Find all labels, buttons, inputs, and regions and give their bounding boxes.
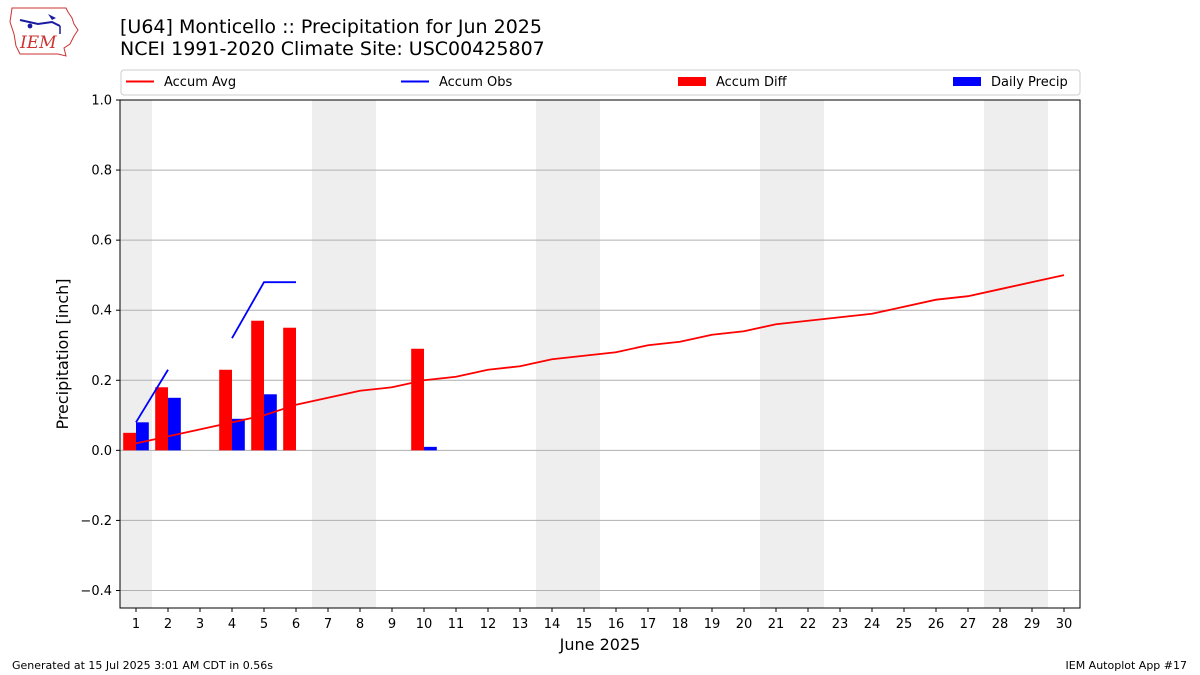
y-tick-label: −0.4 xyxy=(80,584,112,599)
y-tick-label: 0.6 xyxy=(91,234,112,249)
title-line-1: [U64] Monticello :: Precipitation for Ju… xyxy=(120,16,542,38)
title-line-2: NCEI 1991-2020 Climate Site: USC00425807 xyxy=(120,38,545,60)
legend-box xyxy=(120,69,1081,96)
x-tick-label: 29 xyxy=(1024,617,1041,632)
daily-precip-bar xyxy=(424,446,437,451)
accum-diff-bar xyxy=(219,369,232,451)
x-tick-label: 7 xyxy=(324,617,332,632)
y-tick-label: 0.4 xyxy=(91,304,112,319)
logo-text: IEM xyxy=(19,33,57,53)
x-tick-label: 5 xyxy=(260,617,268,632)
accum-diff-bar xyxy=(251,320,264,451)
x-tick-label: 28 xyxy=(992,617,1009,632)
y-tick-label: 0.2 xyxy=(91,374,112,389)
legend-label-daily-precip: Daily Precip xyxy=(991,75,1068,90)
plot-frame xyxy=(119,99,1081,609)
x-tick-label: 2 xyxy=(164,617,172,632)
legend: Accum Avg Accum Obs Accum Diff Daily Precip xyxy=(120,69,1081,96)
x-tick-label: 23 xyxy=(832,617,849,632)
x-tick-label: 16 xyxy=(608,617,625,632)
x-tick-label: 18 xyxy=(672,617,689,632)
x-tick-label: 3 xyxy=(196,617,204,632)
y-tick-label: 1.0 xyxy=(91,94,112,109)
iem-logo: IEM xyxy=(9,7,79,57)
x-tick-label: 25 xyxy=(896,617,913,632)
x-tick-label: 13 xyxy=(512,617,529,632)
y-tick-label: 0.8 xyxy=(91,164,112,179)
x-tick-label: 19 xyxy=(704,617,721,632)
weekend-shade xyxy=(984,100,1048,608)
x-tick-label: 6 xyxy=(292,617,300,632)
x-tick-label: 20 xyxy=(736,617,753,632)
accum-obs-line xyxy=(231,281,296,339)
x-tick-label: 9 xyxy=(388,617,396,632)
accum-diff-bar xyxy=(123,432,136,451)
x-tick-label: 11 xyxy=(448,617,465,632)
legend-label-accum-diff: Accum Diff xyxy=(716,75,788,90)
y-tick-label: 0.0 xyxy=(91,444,112,459)
x-tick-label: 4 xyxy=(228,617,236,632)
accum-diff-bar xyxy=(411,348,424,451)
x-tick-label: 14 xyxy=(544,617,561,632)
accum-avg-line xyxy=(135,274,1065,445)
daily-precip-bar xyxy=(232,418,245,451)
x-tick-label: 1 xyxy=(132,617,140,632)
accum-diff-bar xyxy=(155,387,168,451)
x-tick-label: 24 xyxy=(864,617,881,632)
chart-title: [U64] Monticello :: Precipitation for Ju… xyxy=(120,16,545,60)
x-axis-label: June 2025 xyxy=(559,635,641,654)
weekend-shade xyxy=(120,100,152,608)
legend-swatch-daily-precip xyxy=(953,77,981,86)
y-tick-label: −0.2 xyxy=(80,514,112,529)
x-tick-label: 27 xyxy=(960,617,977,632)
legend-swatch-accum-diff xyxy=(678,77,706,86)
x-tick-label: 8 xyxy=(356,617,364,632)
x-tick-label: 15 xyxy=(576,617,593,632)
weekend-shade xyxy=(760,100,824,608)
daily-precip-bar xyxy=(168,397,181,451)
daily-precip-bar xyxy=(136,422,149,451)
daily-precip-bar xyxy=(264,394,277,451)
x-tick-label: 12 xyxy=(480,617,497,632)
x-tick-label: 17 xyxy=(640,617,657,632)
x-tick-label: 10 xyxy=(416,617,433,632)
y-axis-label: Precipitation [inch] xyxy=(53,278,72,429)
legend-label-accum-avg: Accum Avg xyxy=(164,75,236,90)
legend-label-accum-obs: Accum Obs xyxy=(439,75,512,90)
weekend-shade xyxy=(312,100,376,608)
x-tick-label: 30 xyxy=(1056,617,1073,632)
weekend-shade xyxy=(536,100,600,608)
accum-obs-line xyxy=(135,369,169,423)
x-tick-label: 26 xyxy=(928,617,945,632)
x-tick-label: 22 xyxy=(800,617,817,632)
app-label: IEM Autoplot App #17 xyxy=(1065,659,1188,672)
accum-diff-bar xyxy=(283,327,296,451)
x-tick-label: 21 xyxy=(768,617,785,632)
generated-timestamp: Generated at 15 Jul 2025 3:01 AM CDT in … xyxy=(12,659,273,672)
